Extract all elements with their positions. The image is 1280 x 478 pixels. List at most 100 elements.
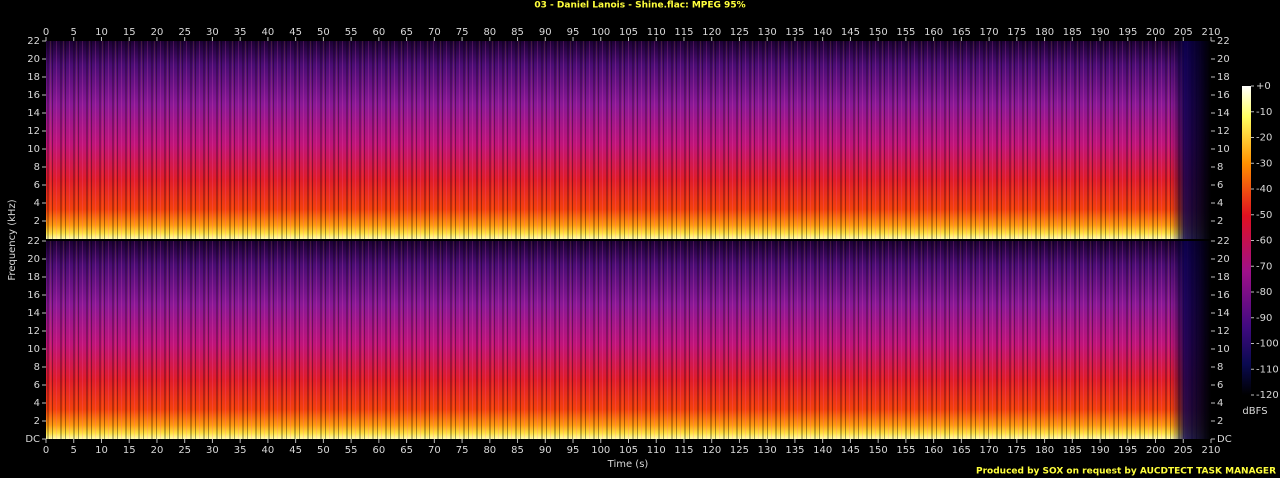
x-tick-label: 205 <box>1174 27 1193 38</box>
x-tick-label: 50 <box>317 27 330 38</box>
x-tick-label: 0 <box>43 445 49 456</box>
spectrogram-texture <box>46 241 1211 439</box>
y-tick-label: 12 <box>27 126 40 137</box>
x-tick-label: 85 <box>511 27 524 38</box>
x-tick-label: 105 <box>619 445 638 456</box>
x-tick-label: 95 <box>567 445 580 456</box>
x-tick-label: 210 <box>1201 27 1220 38</box>
y-axis-label: Frequency (kHz) <box>7 199 18 280</box>
y-tick-label: 16 <box>1217 290 1230 301</box>
x-tick-label: 95 <box>567 27 580 38</box>
colorbar-tick-label: -50 <box>1256 210 1272 221</box>
colorbar-tick-label: -10 <box>1256 107 1272 118</box>
y-tick-label: 20 <box>1217 254 1230 265</box>
y-tick-label: 18 <box>1217 272 1230 283</box>
colorbar-tick-label: -40 <box>1256 184 1272 195</box>
x-tick-label: 155 <box>896 27 915 38</box>
colorbar-tick-label: -110 <box>1256 364 1279 375</box>
spectrogram-texture <box>46 41 1211 239</box>
colorbar-tick-label: -90 <box>1256 313 1272 324</box>
y-tick-label: 14 <box>1217 308 1230 319</box>
x-tick-label: 145 <box>841 27 860 38</box>
y-tick-label: 4 <box>34 198 40 209</box>
y-tick-label: 18 <box>27 272 40 283</box>
y-tick-label: 4 <box>1217 398 1223 409</box>
x-tick-label: 195 <box>1118 27 1137 38</box>
colorbar-tick-label: -20 <box>1256 133 1272 144</box>
x-tick-label: 170 <box>980 445 999 456</box>
y-tick-label: 2 <box>1217 416 1223 427</box>
x-tick-label: 20 <box>151 27 164 38</box>
x-tick-label: 115 <box>674 27 693 38</box>
y-tick-label: 22 <box>27 36 40 47</box>
x-tick-label: 100 <box>591 27 610 38</box>
y-tick-label: 18 <box>1217 72 1230 83</box>
colorbar-tick-label: -70 <box>1256 261 1272 272</box>
x-tick-label: 175 <box>1007 27 1026 38</box>
y-tick-label: 12 <box>1217 326 1230 337</box>
x-tick-label: 15 <box>123 445 136 456</box>
x-tick-label: 45 <box>289 445 302 456</box>
x-tick-label: 90 <box>539 445 552 456</box>
x-tick-label: 175 <box>1007 445 1026 456</box>
x-tick-label: 190 <box>1091 27 1110 38</box>
x-tick-label: 110 <box>647 27 666 38</box>
y-tick-label: 20 <box>27 54 40 65</box>
colorbar <box>1242 86 1251 395</box>
x-tick-label: 5 <box>71 27 77 38</box>
x-tick-label: 160 <box>924 27 943 38</box>
x-tick-label: 90 <box>539 27 552 38</box>
colorbar-tick-label: -80 <box>1256 287 1272 298</box>
x-tick-label: 195 <box>1118 445 1137 456</box>
x-tick-label: 180 <box>1035 27 1054 38</box>
x-tick-label: 150 <box>869 445 888 456</box>
spectrogram-fade <box>1171 241 1211 439</box>
x-tick-label: 60 <box>372 27 385 38</box>
colorbar-tick-label: -100 <box>1256 339 1279 350</box>
y-tick-label: 16 <box>27 290 40 301</box>
x-tick-label: 180 <box>1035 445 1054 456</box>
x-tick-label: 120 <box>702 445 721 456</box>
x-tick-label: 75 <box>456 445 469 456</box>
y-tick-label: 14 <box>27 308 40 319</box>
y-tick-label: 20 <box>27 254 40 265</box>
x-tick-label: 60 <box>372 445 385 456</box>
y-tick-label: 18 <box>27 72 40 83</box>
x-tick-label: 140 <box>813 445 832 456</box>
y-tick-label: 6 <box>34 380 40 391</box>
x-tick-label: 70 <box>428 27 441 38</box>
footer: Produced by SOX on request by AUCDTECT T… <box>976 467 1276 477</box>
y-tick-label: DC <box>1217 434 1232 445</box>
y-tick-label: 10 <box>27 344 40 355</box>
x-tick-label: 15 <box>123 27 136 38</box>
x-tick-label: 70 <box>428 445 441 456</box>
x-tick-label: 130 <box>758 445 777 456</box>
x-tick-label: 85 <box>511 445 524 456</box>
y-tick-label: 6 <box>34 180 40 191</box>
x-tick-label: 145 <box>841 445 860 456</box>
x-tick-label: 40 <box>262 445 275 456</box>
x-tick-label: 20 <box>151 445 164 456</box>
x-tick-label: 65 <box>400 445 413 456</box>
x-tick-label: 80 <box>483 445 496 456</box>
x-tick-label: 25 <box>178 445 191 456</box>
x-tick-label: 115 <box>674 445 693 456</box>
y-tick-label: 12 <box>27 326 40 337</box>
x-tick-label: 35 <box>234 27 247 38</box>
x-tick-label: 135 <box>785 27 804 38</box>
x-tick-label: 0 <box>43 27 49 38</box>
y-tick-label: 22 <box>1217 36 1230 47</box>
x-tick-label: 120 <box>702 27 721 38</box>
x-tick-label: 65 <box>400 27 413 38</box>
y-tick-label: 4 <box>34 398 40 409</box>
x-tick-label: 200 <box>1146 445 1165 456</box>
colorbar-tick-label: -30 <box>1256 158 1272 169</box>
y-tick-label: 8 <box>34 162 40 173</box>
x-tick-label: 10 <box>95 27 108 38</box>
y-tick-label: 6 <box>1217 380 1223 391</box>
x-tick-label: 40 <box>262 27 275 38</box>
y-tick-label: 6 <box>1217 180 1223 191</box>
y-tick-label: 14 <box>1217 108 1230 119</box>
x-tick-label: 135 <box>785 445 804 456</box>
x-tick-label: 105 <box>619 27 638 38</box>
